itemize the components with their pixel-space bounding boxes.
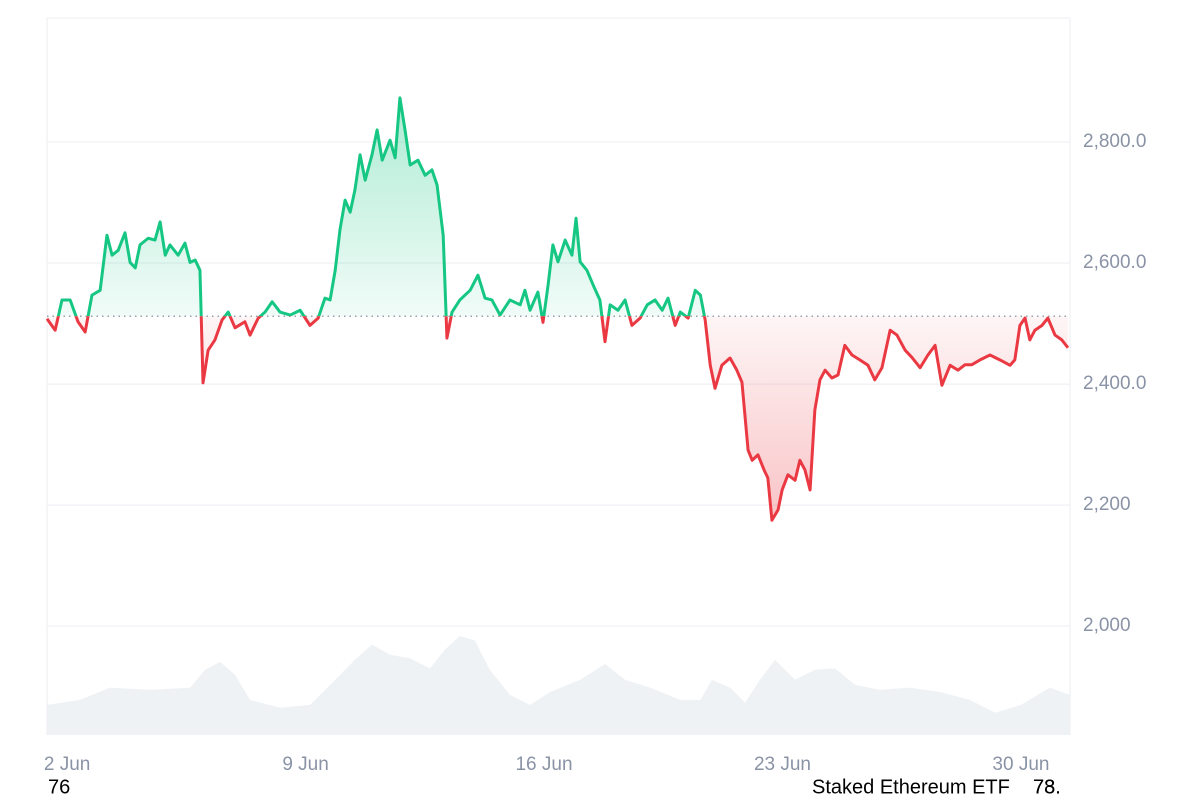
x-tick-label: 9 Jun (282, 754, 328, 775)
x-tick-label: 16 Jun (515, 754, 572, 775)
y-tick-label: 2,600.0 (1083, 252, 1146, 273)
y-tick-label: 2,400.0 (1083, 373, 1146, 394)
area-up (47, 97, 1068, 317)
footer-overlay: 73. (1033, 776, 1061, 798)
y-tick-label: 2,200 (1083, 494, 1131, 515)
footer-right: Staked Ethereum ETF (812, 776, 1010, 798)
x-tick-label: 2 Jun (44, 754, 90, 775)
price-line-down (45, 316, 1070, 522)
footer-overlay: 78. (1033, 776, 1061, 798)
x-tick-label: 23 Jun (754, 754, 811, 775)
volume-area (47, 636, 1070, 735)
area-down (47, 316, 1068, 521)
footer-left: 76 (48, 776, 70, 798)
price-line-up (56, 96, 706, 317)
plot-frame (46, 17, 1071, 735)
y-tick-label: 2,800.0 (1083, 131, 1146, 152)
x-tick-label: 30 Jun (992, 754, 1049, 775)
y-tick-label: 2,000 (1083, 615, 1131, 636)
